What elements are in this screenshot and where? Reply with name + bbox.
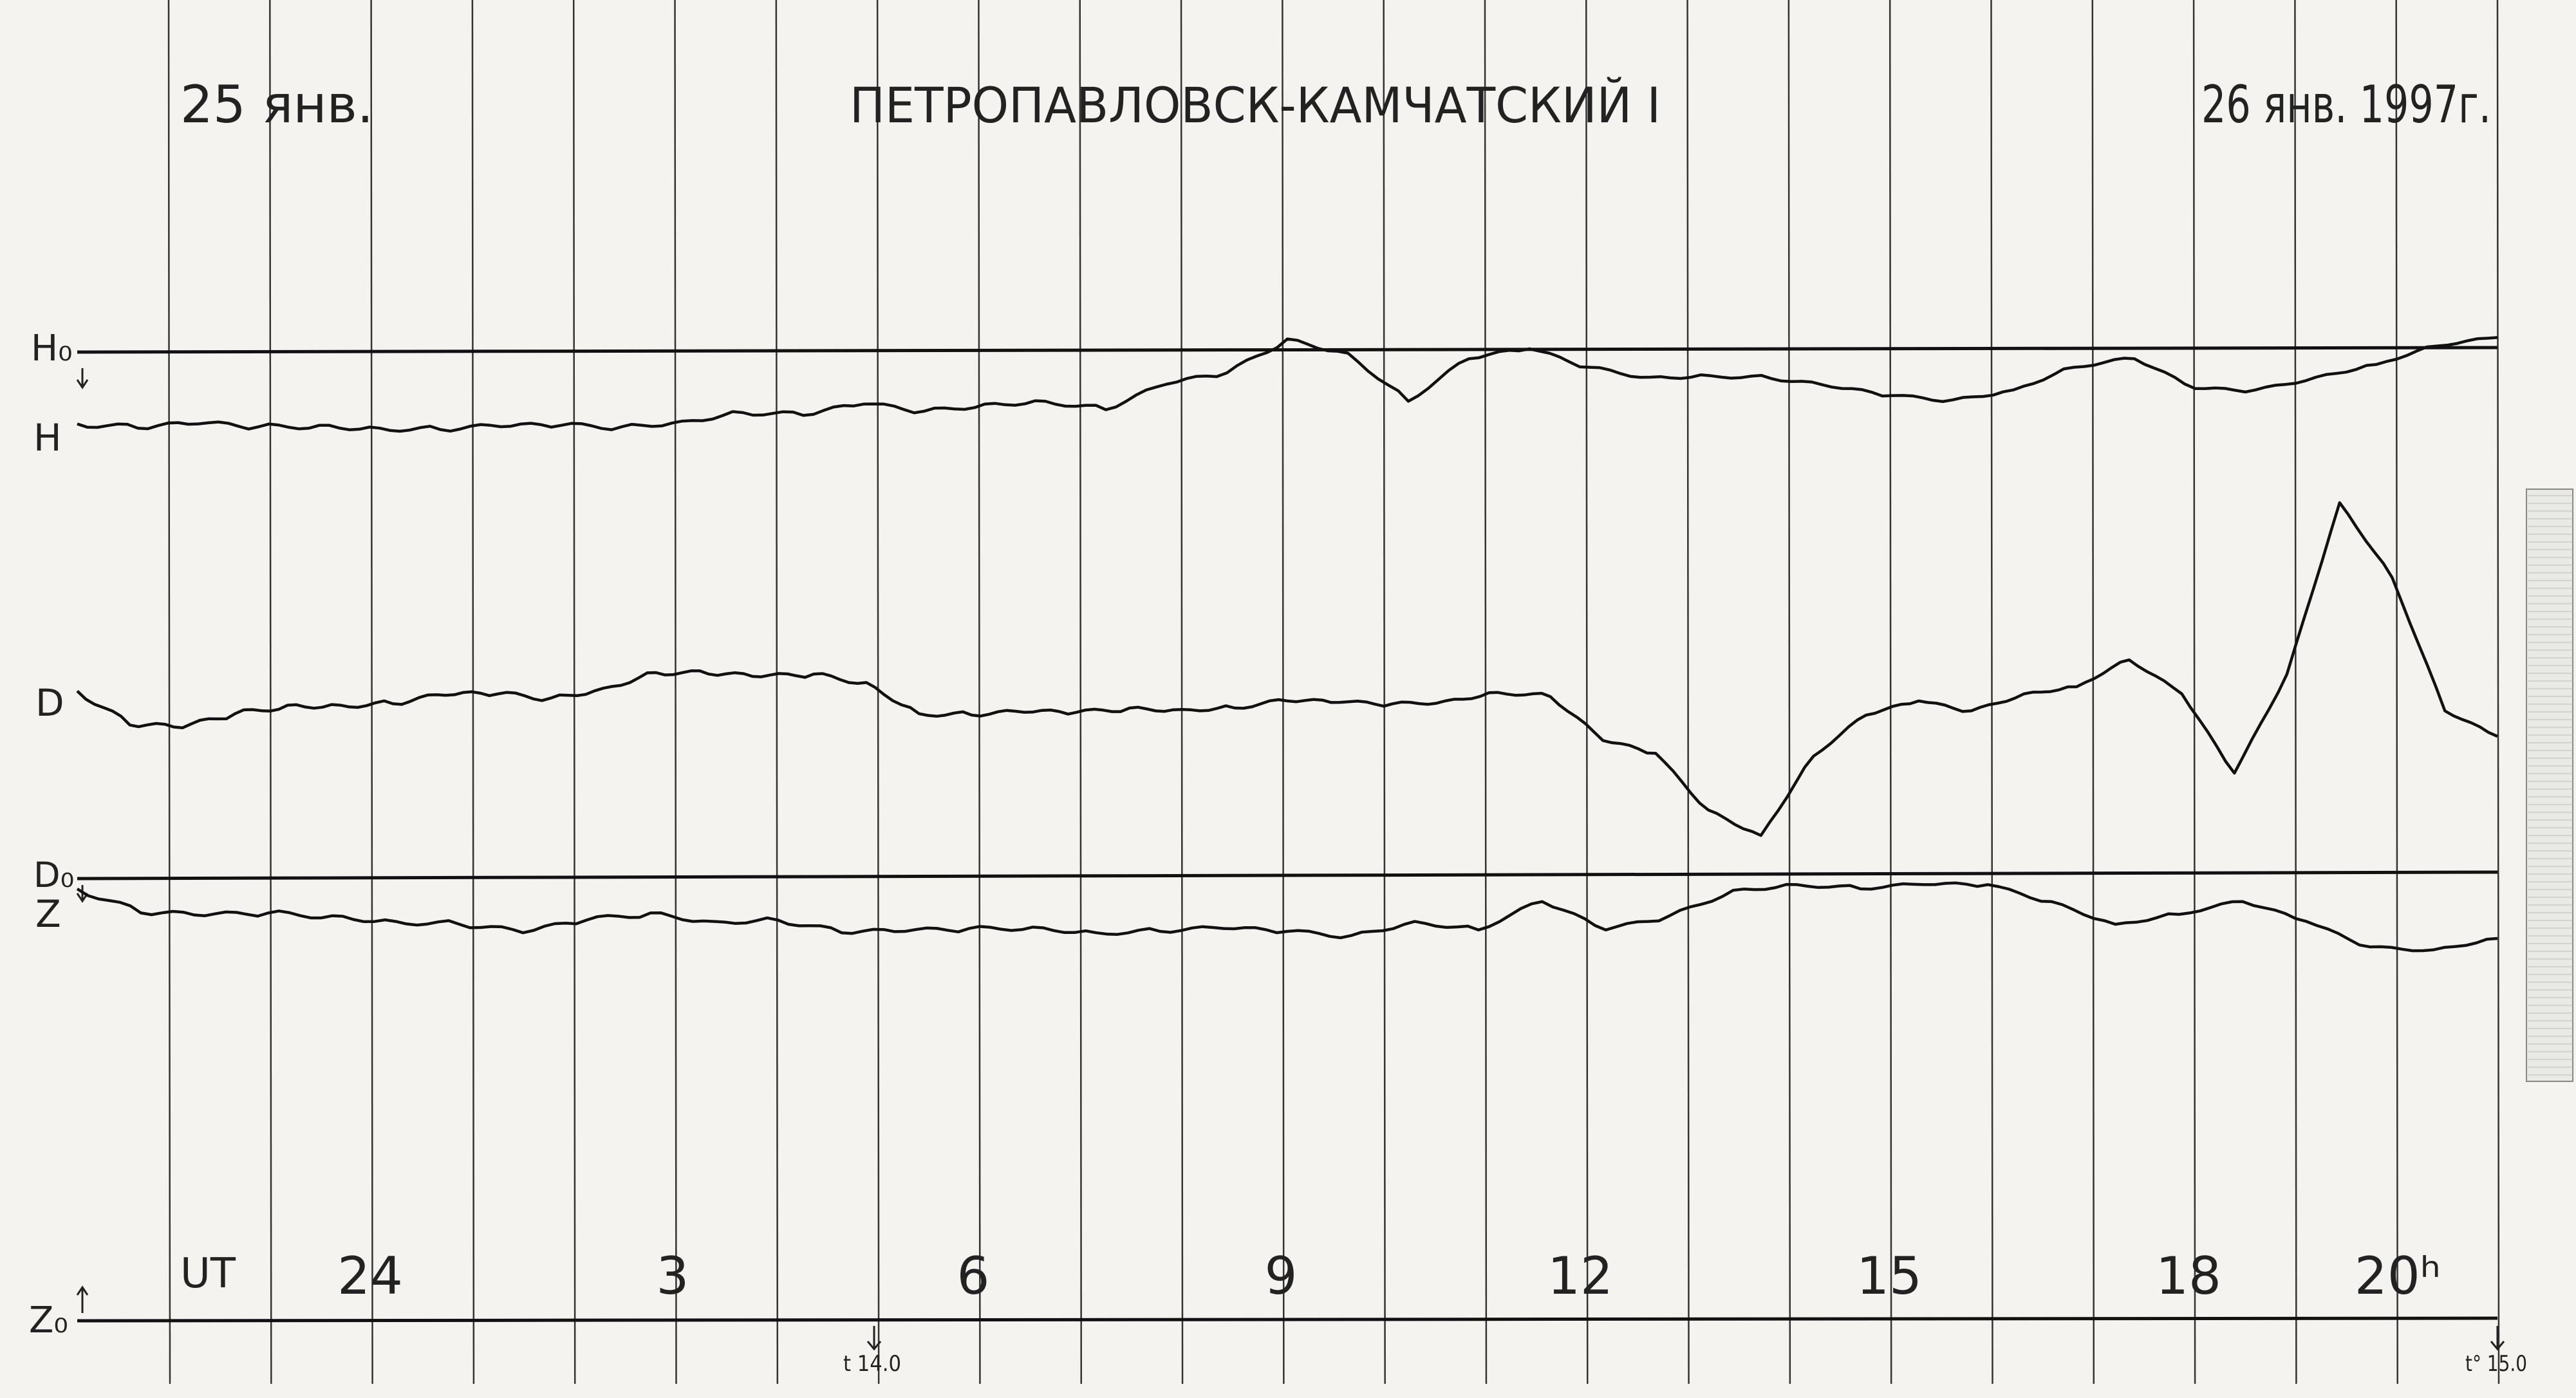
h-series-label: H xyxy=(33,416,62,460)
z0-baseline xyxy=(77,1316,2498,1323)
hour-grid-line xyxy=(1686,0,1690,1384)
hour-tick-label: 9 xyxy=(1265,1246,1298,1306)
hour-grid-line xyxy=(876,0,880,1384)
h0-arrow xyxy=(76,368,89,389)
temperature-mark-start xyxy=(866,1326,882,1351)
date-start-label: 25 янв. xyxy=(180,75,373,135)
graph-paper-strip xyxy=(2526,489,2573,1082)
hour-grid-line xyxy=(1484,0,1488,1384)
d-series-label: D xyxy=(35,681,64,725)
hour-tick-label: 15 xyxy=(1856,1246,1922,1306)
trace-h xyxy=(77,336,2498,433)
hour-tick-label: 12 xyxy=(1547,1246,1613,1306)
hour-grid-line xyxy=(1585,0,1589,1384)
hour-grid-line xyxy=(2294,0,2297,1384)
hour-grid-line xyxy=(1180,0,1184,1384)
hour-tick-label: 20ʰ xyxy=(2355,1246,2441,1306)
z-series-label: Z xyxy=(35,892,61,936)
hour-grid-line xyxy=(1383,0,1386,1384)
hour-grid-line xyxy=(269,0,272,1384)
hour-grid-line xyxy=(2091,0,2095,1384)
temperature-mark-end xyxy=(2490,1326,2505,1351)
date-end-label: 26 янв. 1997г. xyxy=(2201,75,2491,135)
hour-grid-line xyxy=(775,0,779,1384)
hour-grid-line xyxy=(978,0,981,1384)
z0-label: Z₀ xyxy=(29,1300,68,1341)
ut-label: UT xyxy=(180,1250,236,1298)
hour-grid-line xyxy=(2496,0,2500,1384)
chart-title: ПЕТРОПАВЛОВСК-КАМЧАТСКИЙ I xyxy=(850,76,1661,134)
h0-baseline xyxy=(77,346,2498,354)
trace-d xyxy=(76,501,2498,837)
hour-grid-line xyxy=(370,0,373,1384)
hour-grid-line xyxy=(167,0,171,1384)
hour-grid xyxy=(167,0,2500,1384)
temperature-label-start: t 14.0 xyxy=(843,1351,901,1377)
hour-grid-line xyxy=(2395,0,2398,1384)
temperature-label-end: t° 15.0 xyxy=(2465,1351,2527,1377)
hour-tick-label: 6 xyxy=(957,1246,990,1306)
hour-tick-labels: 24 3 6 9 12 15 18 20ʰ xyxy=(337,1246,2441,1306)
hour-tick-label: 18 xyxy=(2156,1246,2221,1306)
hour-grid-line xyxy=(572,0,576,1384)
hour-grid-line xyxy=(1787,0,1791,1384)
d0-label: D₀ xyxy=(33,855,74,895)
hour-tick-label: 3 xyxy=(657,1246,689,1306)
z0-arrow xyxy=(76,1285,89,1313)
h0-label: H₀ xyxy=(31,328,73,369)
hour-grid-line xyxy=(2192,0,2196,1384)
trace-lines xyxy=(76,336,2498,953)
d0-baseline xyxy=(77,870,2498,881)
hour-grid-line xyxy=(1889,0,1892,1384)
hour-grid-line xyxy=(1079,0,1082,1384)
hour-grid-line xyxy=(1282,0,1285,1384)
hour-tick-label: 24 xyxy=(337,1246,403,1306)
trace-z xyxy=(76,881,2498,953)
hour-grid-line xyxy=(674,0,677,1384)
hour-grid-line xyxy=(1990,0,1993,1384)
